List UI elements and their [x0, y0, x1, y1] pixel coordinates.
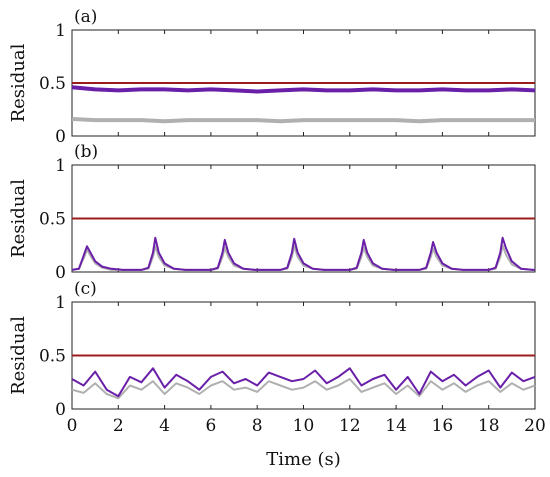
- panel-2: 0 0.5 1 Residual (b): [8, 142, 536, 283]
- x-tick-label: 10: [293, 416, 315, 436]
- series-line-gray: [71, 378, 536, 400]
- panel-1: 0 0.5 1 Residual (a): [8, 7, 536, 147]
- y-axis-label: Residual: [8, 316, 29, 395]
- x-axis-label: Time (s): [266, 449, 341, 470]
- y-tick-label: 1: [55, 21, 66, 41]
- y-tick-label: 0: [55, 263, 66, 283]
- y-tick-label: 0.5: [39, 74, 66, 94]
- series-line-purple: [71, 85, 536, 94]
- x-tick-label: 4: [159, 416, 170, 436]
- panel-label: (a): [74, 7, 97, 27]
- x-tick-label: 0: [67, 416, 78, 436]
- x-tick-label: 2: [113, 416, 124, 436]
- y-tick-label: 0.5: [39, 210, 66, 230]
- y-tick-label: 1: [55, 293, 66, 313]
- x-tick-label: 20: [524, 416, 546, 436]
- x-tick-label: 16: [432, 416, 454, 436]
- y-axis-label: Residual: [8, 43, 29, 122]
- panel-label: (b): [74, 142, 98, 162]
- series-line-gray: [71, 117, 535, 124]
- y-tick-label: 0.5: [39, 347, 66, 367]
- y-axis-label: Residual: [8, 179, 29, 258]
- series-line-gray: [71, 244, 535, 271]
- x-tick-label: 18: [478, 416, 500, 436]
- y-tick-label: 0: [55, 127, 66, 147]
- series-line-purple: [71, 236, 535, 271]
- panel-label: (c): [74, 279, 97, 299]
- x-tick-label: 6: [205, 416, 216, 436]
- series-line-purple: [71, 367, 536, 398]
- x-tick-label: 12: [339, 416, 361, 436]
- y-tick-label: 0: [55, 400, 66, 420]
- x-tick-label: 8: [252, 416, 263, 436]
- x-tick-label: 14: [385, 416, 407, 436]
- y-tick-label: 1: [55, 156, 66, 176]
